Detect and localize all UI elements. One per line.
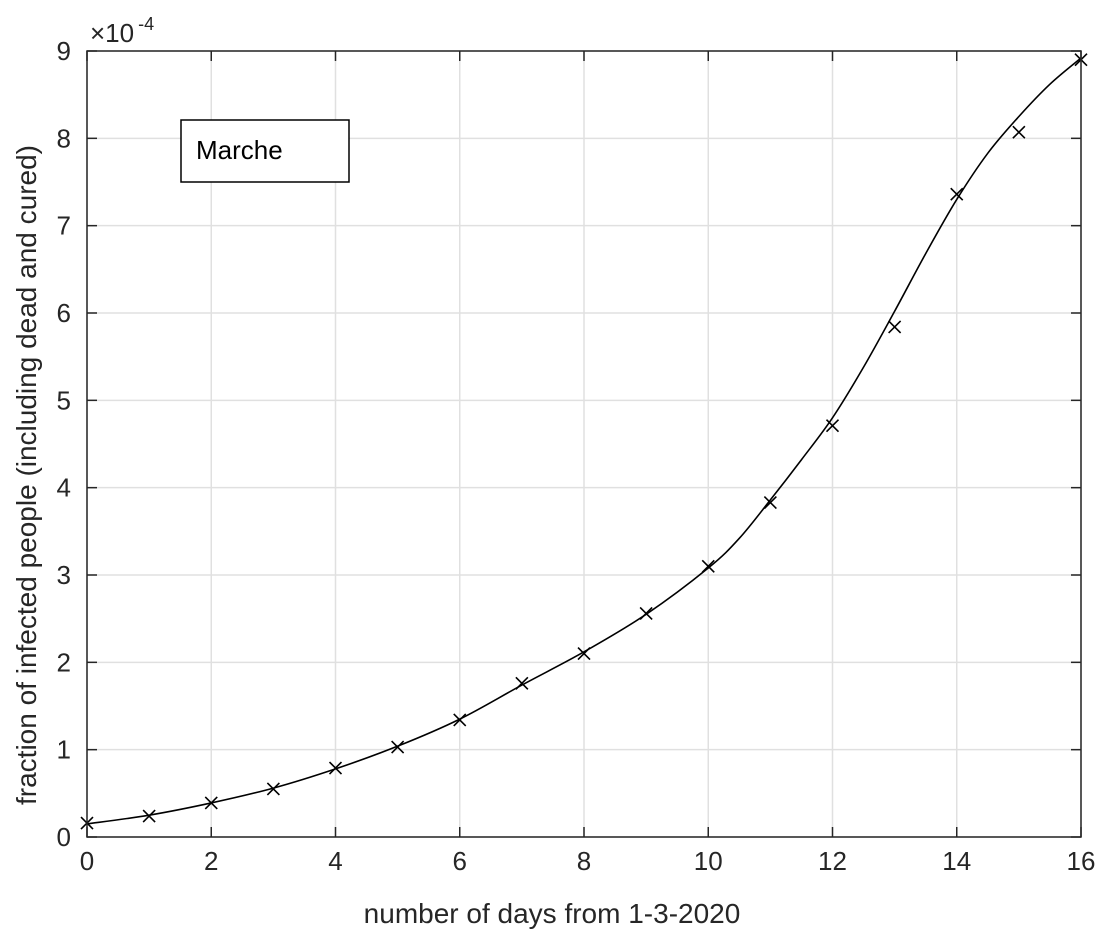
x-tick-label: 10 bbox=[694, 846, 723, 876]
data-point-marker bbox=[825, 419, 840, 433]
x-tick-label: 14 bbox=[942, 846, 971, 876]
y-axis-label: fraction of infected people (including d… bbox=[11, 145, 42, 805]
y-tick-label: 0 bbox=[57, 822, 71, 852]
y-tick-label: 6 bbox=[57, 298, 71, 328]
data-point-marker bbox=[763, 495, 777, 510]
x-axis-label: number of days from 1-3-2020 bbox=[364, 898, 741, 929]
y-scale-exponent: ×10 -4 bbox=[90, 14, 154, 48]
y-scale-exponent-power: -4 bbox=[138, 14, 154, 34]
y-tick-label: 5 bbox=[57, 385, 71, 415]
legend: Marche bbox=[180, 119, 350, 183]
x-tick-label: 2 bbox=[204, 846, 218, 876]
data-point-marker bbox=[266, 782, 280, 796]
axis-ticks bbox=[86, 50, 1082, 838]
y-tick-label: 3 bbox=[57, 560, 71, 590]
model-fit-line bbox=[86, 57, 1082, 825]
x-tick-label: 8 bbox=[577, 846, 591, 876]
y-tick-label: 1 bbox=[57, 735, 71, 765]
y-tick-label: 7 bbox=[57, 211, 71, 241]
y-tick-label: 2 bbox=[57, 647, 71, 677]
grid-lines bbox=[86, 50, 1082, 838]
legend-entry-label: Marche bbox=[196, 135, 283, 165]
y-scale-exponent-base: ×10 bbox=[90, 18, 134, 48]
y-tick-label: 9 bbox=[57, 36, 71, 66]
data-point-marker bbox=[950, 187, 964, 201]
x-tick-label: 0 bbox=[80, 846, 94, 876]
series-layer bbox=[80, 53, 1088, 830]
data-point-marker bbox=[888, 320, 902, 334]
data-point-marker bbox=[391, 740, 405, 754]
x-tick-label: 4 bbox=[328, 846, 342, 876]
data-point-marker bbox=[142, 809, 156, 823]
data-point-marker bbox=[328, 761, 343, 775]
legend-box bbox=[180, 119, 350, 183]
y-tick-label: 4 bbox=[57, 473, 71, 503]
y-tick-label: 8 bbox=[57, 123, 71, 153]
x-tick-label: 12 bbox=[818, 846, 847, 876]
x-tick-label: 6 bbox=[453, 846, 467, 876]
x-tick-label: 16 bbox=[1067, 846, 1096, 876]
data-point-marker bbox=[1012, 125, 1026, 139]
